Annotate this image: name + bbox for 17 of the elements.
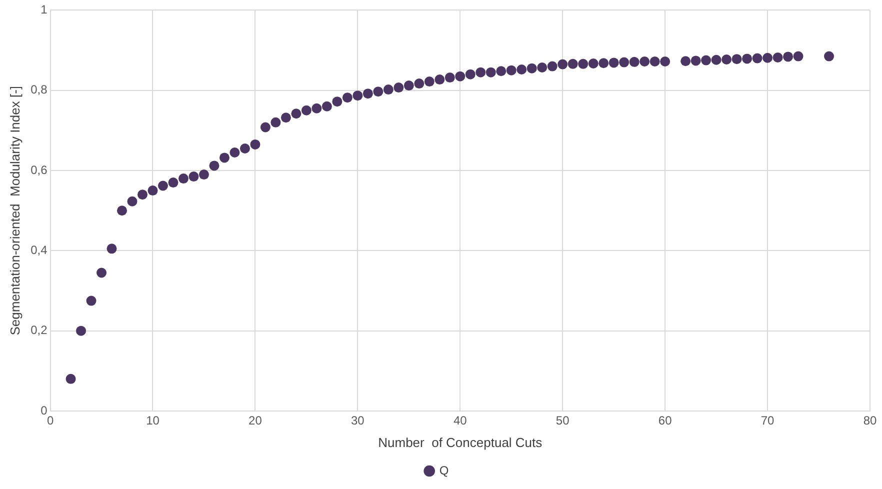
legend-label: Q: [439, 463, 449, 478]
y-tick-label: 0,8: [30, 82, 48, 97]
x-tick-label: 80: [863, 414, 877, 428]
y-tick-label: 1: [40, 2, 48, 17]
y-tick-label: 0,2: [30, 323, 48, 338]
x-axis-title: Number of Conceptual Cuts: [378, 434, 543, 450]
x-tick-label: 10: [146, 414, 160, 428]
x-tick-label: 40: [453, 414, 468, 428]
y-axis-title: Segmentation-oriented Modularity Index [-]: [7, 86, 22, 336]
y-tick-label: 0: [40, 403, 48, 418]
x-tick-label: 70: [760, 414, 775, 428]
x-tick-label: 30: [350, 414, 365, 428]
y-tick-label: 0,4: [30, 242, 48, 257]
x-tick-label: 60: [658, 414, 672, 428]
x-tick-label: 50: [556, 414, 570, 428]
y-tick-label: 0,6: [30, 162, 48, 177]
x-tick-label: 20: [248, 414, 262, 428]
